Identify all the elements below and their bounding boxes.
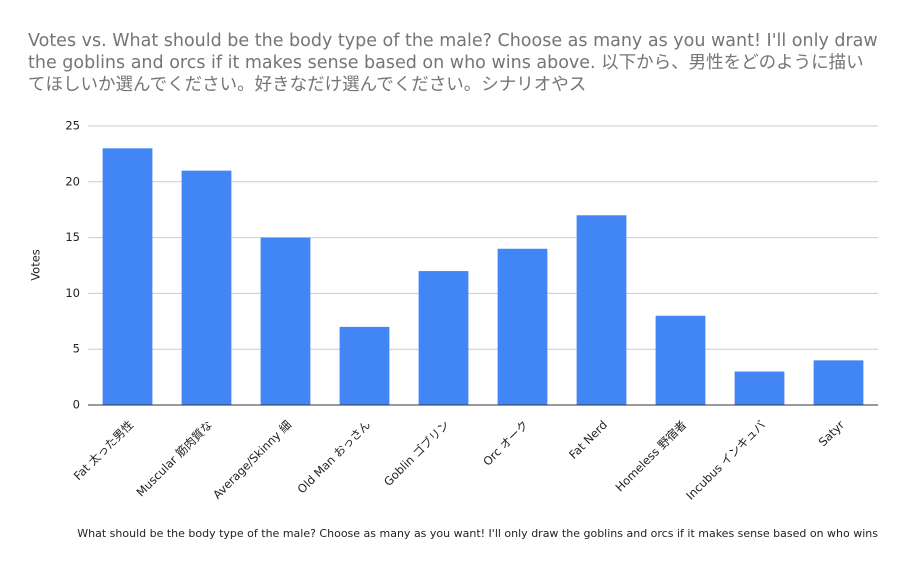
x-tick-label: Incubus インキュバ	[683, 417, 768, 502]
x-axis-label: What should be the body type of the male…	[77, 527, 878, 540]
x-tick-label: Average/Skinny 細	[210, 418, 294, 502]
y-tick-label: 0	[73, 398, 80, 412]
x-tick-label: Goblin ゴブリン	[381, 418, 452, 489]
bar	[181, 170, 232, 405]
bar	[102, 148, 153, 405]
bar	[418, 271, 469, 405]
y-tick-label: 5	[73, 342, 80, 356]
bar	[655, 315, 706, 405]
chart-title: Votes vs. What should be the body type o…	[28, 31, 878, 95]
x-tick-label: Satyr	[816, 418, 848, 450]
x-tick-label: Fat Nerd	[566, 418, 610, 462]
y-tick-label: 25	[65, 119, 80, 133]
bar	[260, 237, 311, 405]
x-tick-label: Homeless 野宿者	[612, 418, 689, 495]
y-tick-label: 20	[65, 174, 80, 188]
bar	[734, 371, 785, 405]
bar	[497, 248, 548, 405]
bar	[339, 326, 390, 405]
bar	[813, 360, 864, 405]
x-tick-label: Old Man おっさん	[295, 418, 374, 497]
y-axis-label: Votes	[29, 249, 43, 281]
x-tick-label: Orc オーク	[480, 418, 531, 469]
y-tick-label: 10	[65, 286, 80, 300]
x-tick-label: Muscular 筋肉質な	[133, 418, 215, 500]
x-tick-label: Fat 太った男性	[71, 418, 136, 483]
y-tick-label: 15	[65, 230, 80, 244]
bar	[576, 215, 627, 405]
